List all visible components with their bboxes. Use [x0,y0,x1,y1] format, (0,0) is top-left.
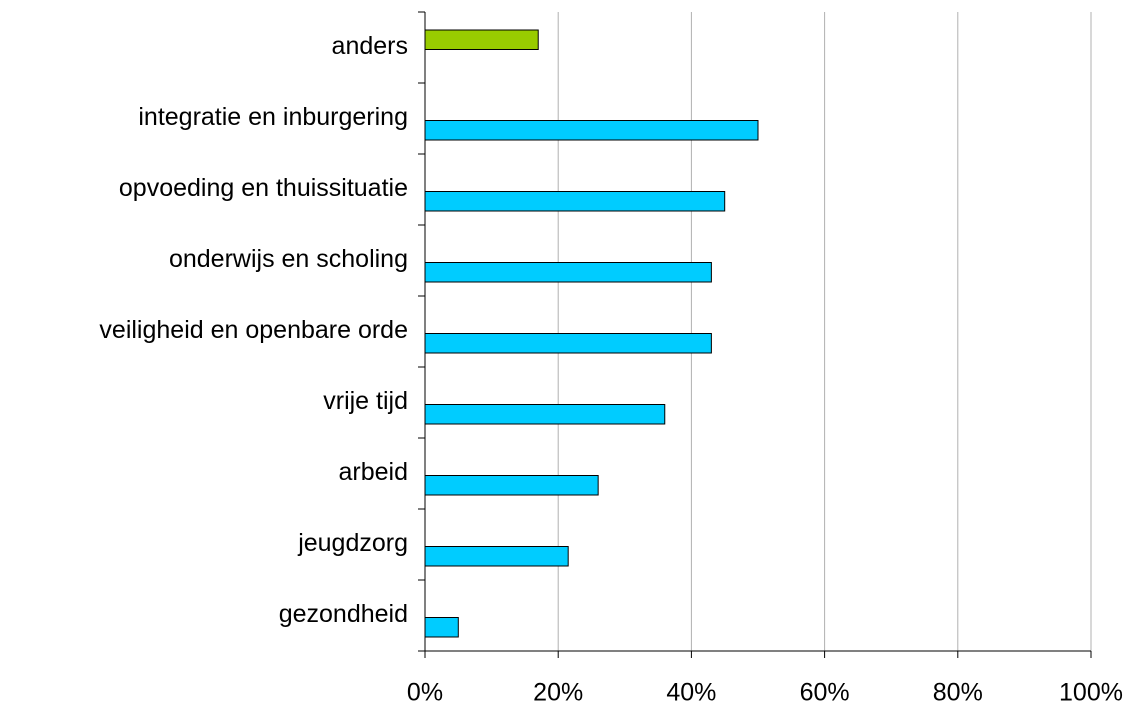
x-tick-label: 20% [533,679,583,707]
x-tick-label: 60% [800,679,850,707]
x-tick-label: 80% [933,679,983,707]
x-tick-label: 100% [1059,679,1123,707]
bar [424,120,759,141]
y-tick-label: opvoeding en thuissituatie [119,174,408,202]
bar [424,29,539,50]
y-tick-label: anders [332,32,408,60]
x-tick-label: 40% [666,679,716,707]
y-tick-label: integratie en inburgering [138,103,408,131]
bar [424,617,459,638]
y-tick-label: gezondheid [279,600,408,628]
bar [424,404,666,425]
y-tick-label: arbeid [339,458,409,486]
bar [424,333,712,354]
y-tick-label: vrije tijd [323,387,408,415]
bar [424,546,569,567]
bar [424,475,599,496]
y-tick-label: jeugdzorg [297,529,408,557]
y-tick-label: veiligheid en openbare orde [99,316,408,344]
bar [424,262,712,283]
y-tick-label: onderwijs en scholing [169,245,408,273]
x-tick-label: 0% [407,679,443,707]
bar [424,191,726,212]
